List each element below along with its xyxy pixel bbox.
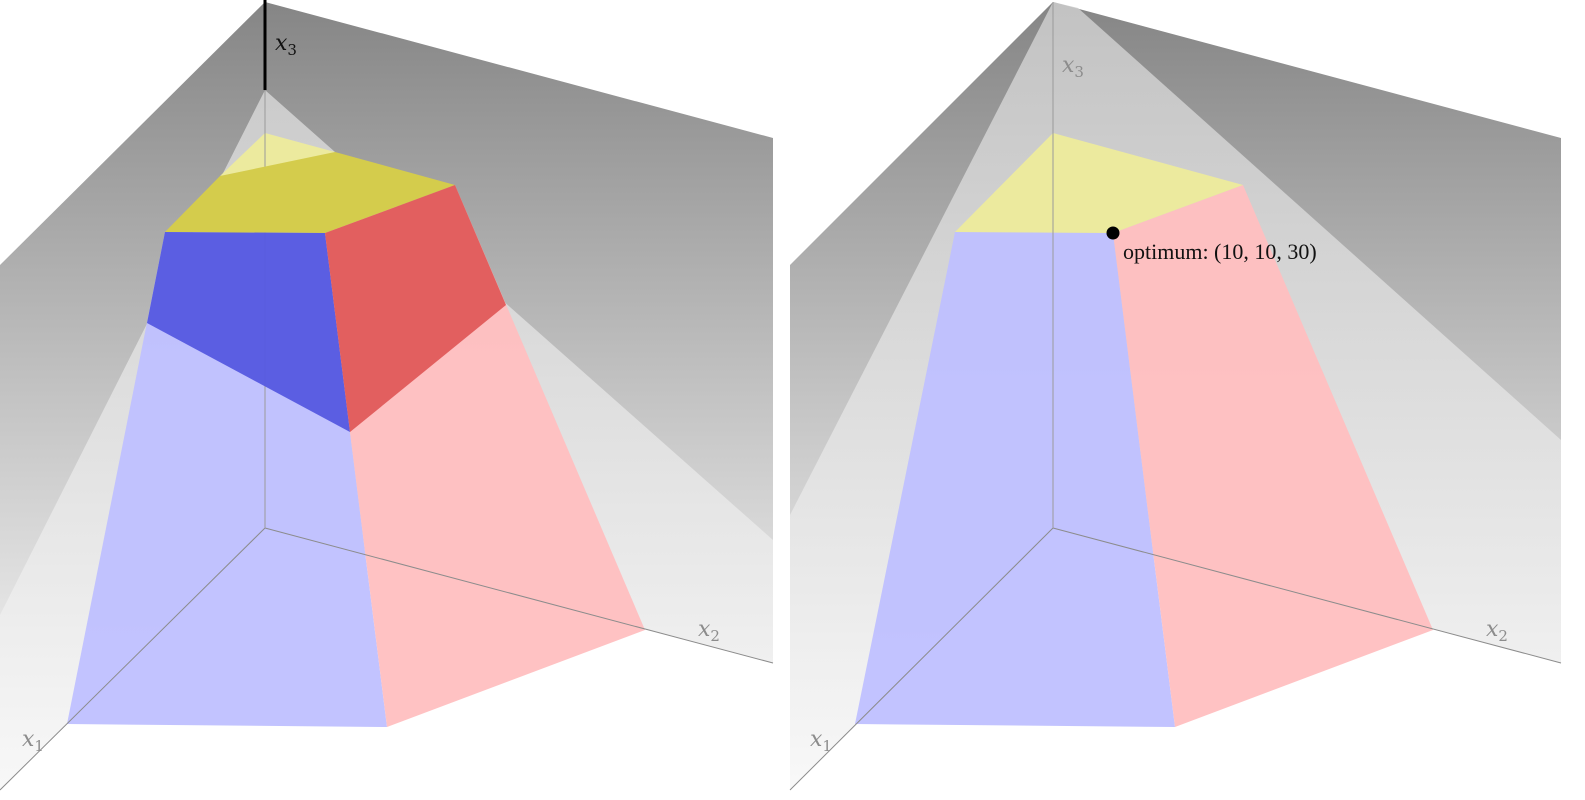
left-x3-label: x3 (275, 31, 297, 59)
left-panel: x3 x2 x1 (0, 0, 774, 791)
left-face-yellow-top (220, 133, 335, 176)
right-x1-label: x1 (810, 727, 832, 755)
right-face-yellow (955, 133, 1243, 233)
optimum-point (1106, 226, 1120, 240)
left-solid-yellow (165, 152, 455, 233)
left-x1-label: x1 (22, 727, 44, 755)
left-solid-red (325, 185, 506, 432)
right-x3-label: x3 (1062, 53, 1084, 81)
right-face-red (1113, 185, 1433, 727)
left-axis-x1 (0, 527, 266, 791)
right-face-blue (855, 232, 1175, 727)
right-x2-label: x2 (1486, 617, 1508, 645)
right-axis-x1 (789, 527, 1054, 791)
optimum-label: optimum: (10, 10, 30) (1123, 239, 1317, 264)
right-panel: optimum: (10, 10, 30) x3 x2 x1 (789, 2, 1562, 791)
left-x2-label: x2 (698, 617, 720, 645)
left-solid-blue (147, 232, 350, 432)
right-axis-x2 (1052, 527, 1562, 664)
left-axis-x2 (264, 527, 774, 664)
